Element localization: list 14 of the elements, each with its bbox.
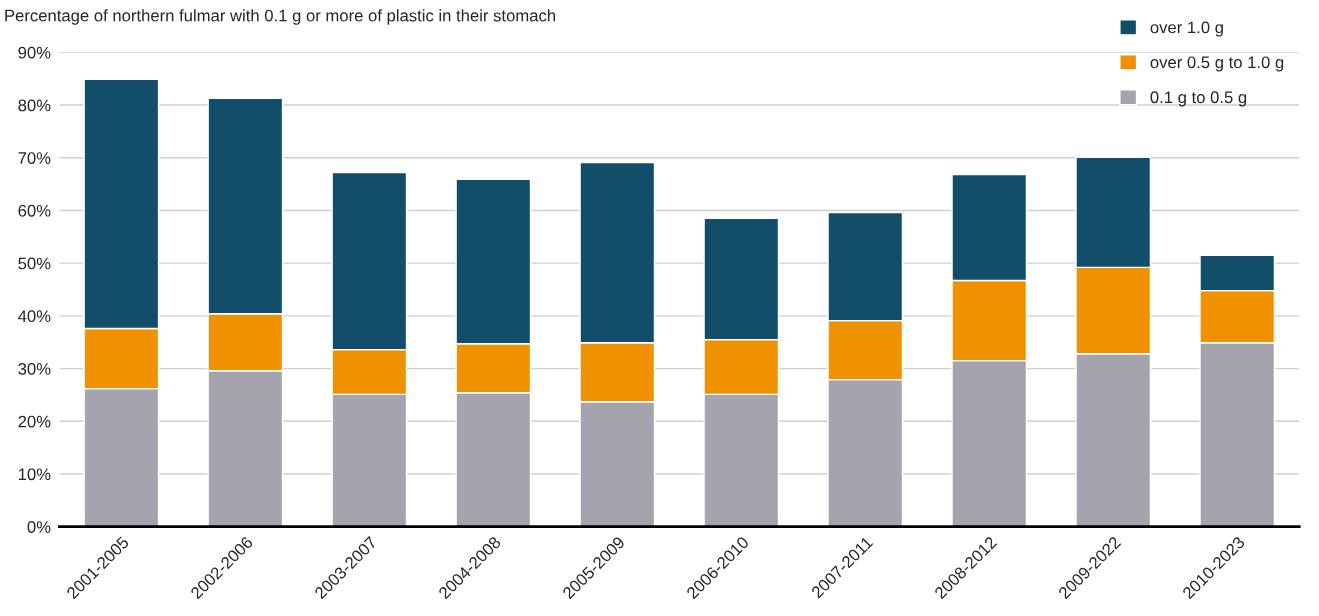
- y-tick-label: 20%: [18, 415, 51, 428]
- legend-label: over 0.5 g to 1.0 g: [1150, 56, 1284, 72]
- y-tick-label: 30%: [18, 362, 51, 375]
- y-tick-label: 10%: [18, 468, 51, 481]
- y-tick-label: 80%: [18, 99, 51, 112]
- legend-label: over 1.0 g: [1150, 21, 1223, 37]
- legend-label: 0.1 g to 0.5 g: [1150, 91, 1247, 107]
- y-tick-label: 60%: [18, 204, 51, 217]
- chart-title: Percentage of northern fulmar with 0.1 g or more of plastic in their stomach: [5, 9, 555, 25]
- y-tick-label: 50%: [18, 257, 51, 270]
- y-tick-label: 40%: [18, 310, 51, 323]
- y-tick-label: 70%: [18, 152, 51, 164]
- y-tick-label: 0%: [27, 521, 51, 533]
- y-tick-label: 90%: [18, 46, 51, 59]
